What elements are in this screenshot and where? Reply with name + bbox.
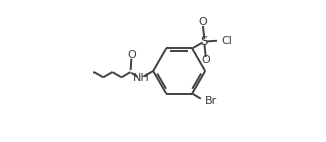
Text: O: O: [127, 50, 136, 60]
Text: O: O: [199, 17, 207, 27]
Text: O: O: [201, 55, 210, 65]
Text: Br: Br: [205, 96, 217, 106]
Text: S: S: [201, 35, 208, 48]
Text: NH: NH: [133, 73, 149, 83]
Text: Cl: Cl: [221, 36, 232, 46]
